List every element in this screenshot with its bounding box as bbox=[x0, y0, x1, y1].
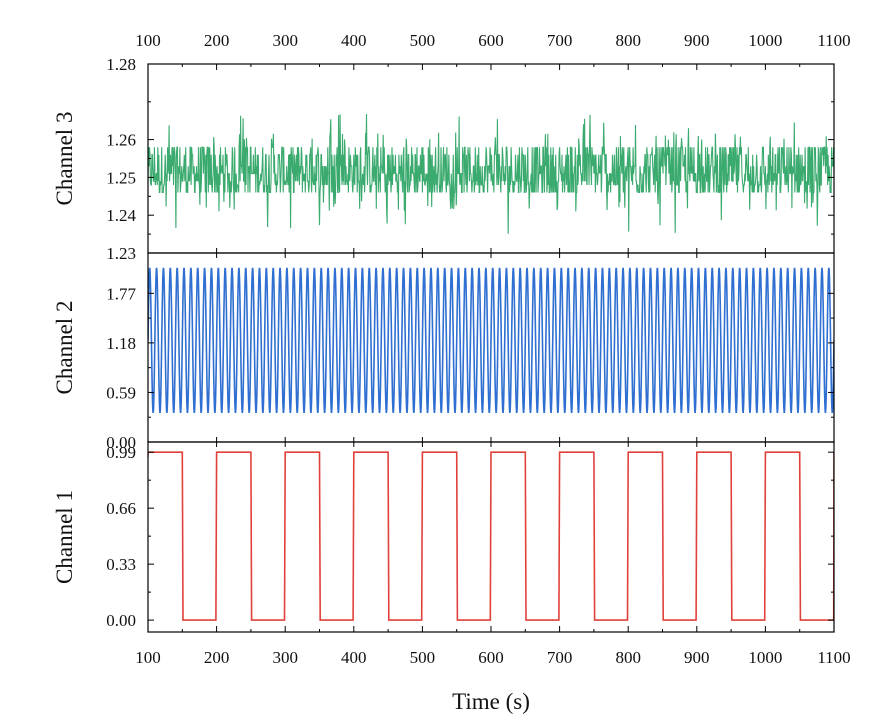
x-tick-label-top: 100 bbox=[135, 31, 161, 50]
y-tick-label: 0.00 bbox=[106, 433, 136, 452]
x-tick-label: 400 bbox=[341, 648, 367, 667]
x-tick-label: 200 bbox=[204, 648, 230, 667]
x-tick-label-top: 1100 bbox=[817, 31, 850, 50]
x-tick-label-top: 1000 bbox=[748, 31, 782, 50]
x-tick-label-top: 900 bbox=[684, 31, 710, 50]
y-tick-label: 1.23 bbox=[106, 244, 136, 263]
x-axis-title: Time (s) bbox=[452, 689, 530, 714]
series-line-channel-1 bbox=[148, 451, 834, 621]
x-tick-label: 1100 bbox=[817, 648, 850, 667]
y-tick-label: 1.28 bbox=[106, 55, 136, 74]
x-tick-label: 500 bbox=[410, 648, 436, 667]
x-tick-label-top: 400 bbox=[341, 31, 367, 50]
x-tick-label-top: 800 bbox=[615, 31, 641, 50]
x-tick-label: 800 bbox=[615, 648, 641, 667]
y-tick-label: 1.24 bbox=[106, 206, 136, 225]
x-tick-label-top: 300 bbox=[272, 31, 298, 50]
series-line-channel-2 bbox=[148, 267, 834, 413]
y-tick-label: 0.59 bbox=[106, 383, 136, 402]
y-tick-label: 1.77 bbox=[106, 284, 136, 303]
y-tick-label: 0.33 bbox=[106, 555, 136, 574]
x-tick-label-top: 500 bbox=[410, 31, 436, 50]
y-axis-title: Channel 2 bbox=[52, 301, 77, 395]
x-tick-label: 600 bbox=[478, 648, 504, 667]
x-tick-label-top: 200 bbox=[204, 31, 230, 50]
y-axis-title: Channel 3 bbox=[52, 112, 77, 206]
y-tick-label: 1.25 bbox=[106, 168, 136, 187]
y-tick-label: 1.18 bbox=[106, 334, 136, 353]
x-tick-label: 300 bbox=[272, 648, 298, 667]
series-line-channel-3 bbox=[148, 113, 834, 234]
y-tick-label: 1.26 bbox=[106, 131, 136, 150]
x-tick-label-top: 700 bbox=[547, 31, 573, 50]
x-tick-label: 100 bbox=[135, 648, 161, 667]
x-tick-label: 700 bbox=[547, 648, 573, 667]
y-tick-label: 0.99 bbox=[106, 443, 136, 462]
y-axis-title: Channel 1 bbox=[52, 490, 77, 584]
y-tick-label: 0.66 bbox=[106, 499, 136, 518]
x-tick-label-top: 600 bbox=[478, 31, 504, 50]
y-tick-label: 0.00 bbox=[106, 611, 136, 630]
x-tick-label: 900 bbox=[684, 648, 710, 667]
x-tick-label: 1000 bbox=[748, 648, 782, 667]
